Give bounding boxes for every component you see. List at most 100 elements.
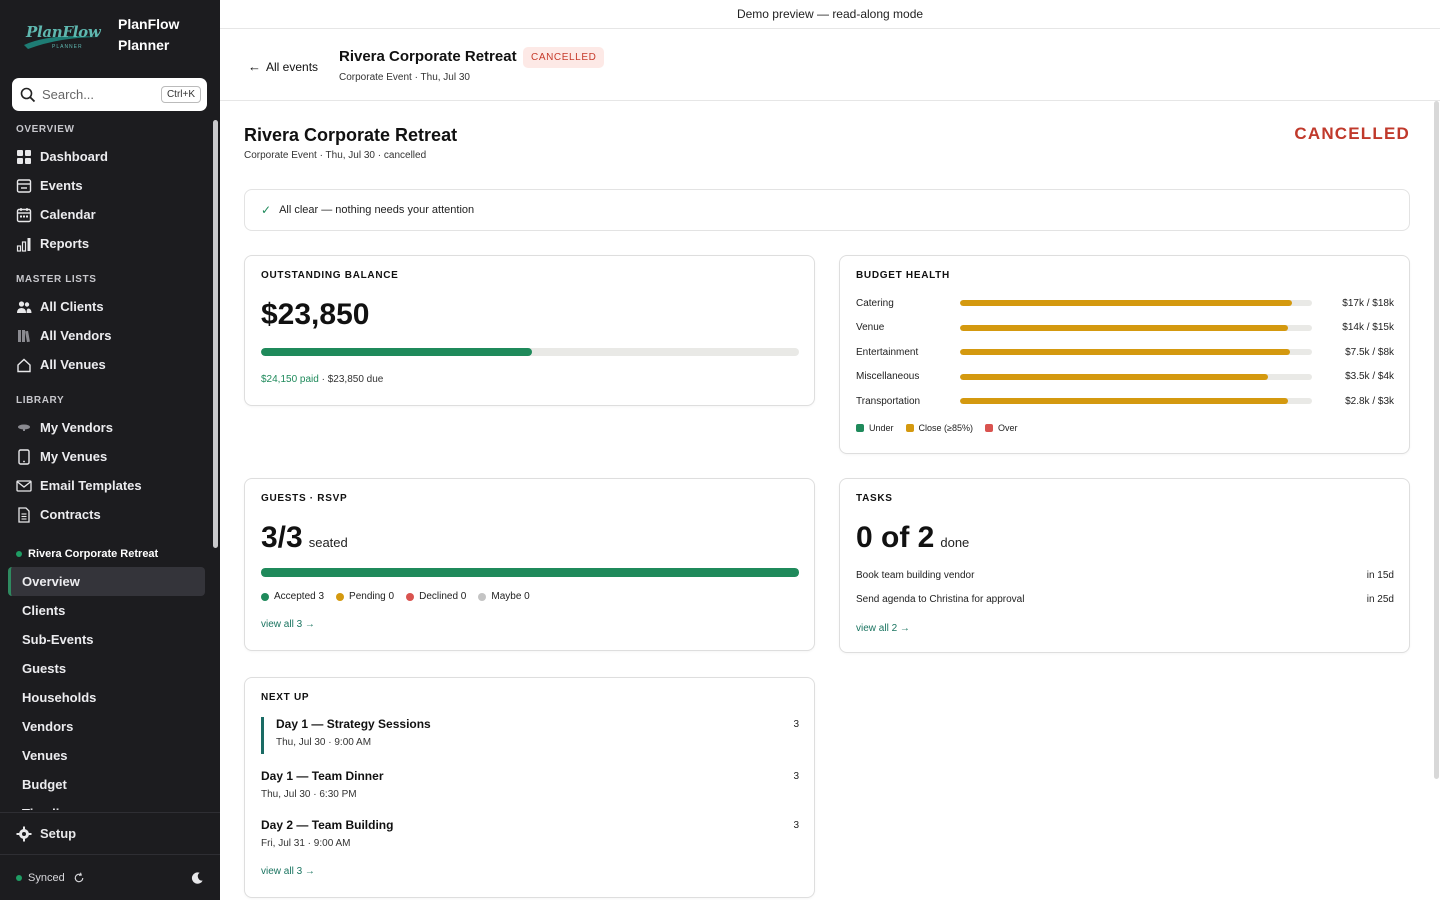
page-subtitle: Corporate Event · Thu, Jul 30 · cancelle… (244, 150, 427, 161)
status-badge: CANCELLED (523, 47, 605, 68)
card-title: TASKS (856, 493, 893, 504)
grid-icon (17, 149, 31, 164)
status-dot (478, 592, 487, 601)
attendee-count: 3 (793, 820, 799, 831)
rsvp-pending: Pending 0 (336, 591, 394, 602)
legend-swatch (905, 424, 914, 432)
sidebar-item-dashboard[interactable]: Dashboard (0, 142, 212, 171)
header-title: Rivera Corporate Retreat (339, 48, 517, 65)
event-nav-budget[interactable]: Budget (22, 777, 67, 792)
schedule-item[interactable]: Day 1 — Strategy Sessions Thu, Jul 30 · … (261, 717, 799, 754)
seated-progress-fill (261, 568, 799, 577)
status-dot (336, 592, 345, 601)
search-input[interactable] (42, 87, 152, 102)
event-nav-clients[interactable]: Clients (22, 603, 66, 618)
rsvp-declined: Declined 0 (406, 591, 466, 602)
event-nav-timeline[interactable]: Timeline (0, 799, 205, 810)
sidebar-item-my-venues[interactable]: My Venues (0, 442, 212, 471)
tablet-icon (18, 448, 30, 465)
budget-row-miscellaneous[interactable]: Miscellaneous $3.5k / $4k (856, 369, 1394, 385)
inbox-icon (16, 178, 32, 193)
gear-icon (16, 826, 32, 841)
search-icon (20, 87, 36, 102)
checkmark-icon: ✓ (261, 203, 272, 217)
event-nav-overview[interactable]: Overview (8, 567, 205, 596)
back-to-events-link[interactable]: ← All events (248, 59, 319, 74)
page-title: Rivera Corporate Retreat (244, 125, 458, 145)
budget-row-transportation[interactable]: Transportation $2.8k / $3k (856, 393, 1394, 409)
next-up-card: NEXT UP Day 1 — Strategy Sessions Thu, J… (244, 677, 815, 898)
budget-category: Transportation (856, 395, 921, 407)
budget-amount: $14k / $15k (1342, 322, 1394, 333)
budget-row-venue[interactable]: Venue $14k / $15k (856, 320, 1394, 336)
sidebar-item-my-vendors[interactable]: My Vendors (0, 413, 212, 442)
legend-swatch (856, 424, 864, 432)
calendar-icon (16, 207, 32, 222)
budget-bar-fill (960, 300, 1293, 306)
sidebar-nav: OVERVIEW Dashboard Events Calendar Repor… (0, 118, 212, 810)
sidebar-item-all-clients[interactable]: All Clients (0, 292, 212, 321)
search-shortcut-hint: Ctrl+K (160, 86, 201, 103)
schedule-item[interactable]: Day 2 — Team Building Fri, Jul 31 · 9:00… (261, 818, 799, 849)
current-event-label[interactable]: Rivera Corporate Retreat (0, 541, 212, 567)
sidebar-item-all-venues[interactable]: All Venues (0, 350, 212, 379)
sidebar-item-all-vendors[interactable]: All Vendors (0, 321, 212, 350)
legend-swatch (984, 424, 993, 432)
task-item[interactable]: Send agenda to Christina for approval in… (856, 594, 1394, 605)
view-all-events-link[interactable]: view all 3 → (261, 866, 315, 877)
sidebar-item-contracts[interactable]: Contracts (0, 500, 212, 529)
task-item[interactable]: Book team building vendor in 15d (856, 570, 1394, 581)
sync-status-dot (16, 874, 22, 881)
attendee-count: 3 (793, 719, 799, 730)
budget-health-card: BUDGET HEALTH Catering $17k / $18k Venue $1… (839, 255, 1410, 454)
budget-bar (960, 373, 1312, 380)
event-status-dot (16, 551, 22, 557)
event-nav-vendors[interactable]: Vendors (22, 719, 74, 734)
main-scrollbar[interactable] (1434, 101, 1439, 779)
books-icon (18, 329, 30, 342)
attention-alert: ✓ All clear — nothing needs your attenti… (244, 189, 1410, 231)
refresh-icon[interactable] (73, 872, 85, 884)
planflow-logo: PlanFlow PLANNER (24, 23, 101, 50)
budget-bar (960, 324, 1312, 331)
budget-row-catering[interactable]: Catering $17k / $18k (856, 295, 1394, 311)
attendee-count: 3 (793, 771, 799, 782)
card-title: GUESTS · RSVP (261, 493, 348, 504)
budget-bar-fill (960, 398, 1289, 404)
arrow-left-icon: ← (248, 59, 261, 74)
event-nav-venues[interactable]: Venues (22, 748, 68, 763)
seated-progress-bar (261, 568, 799, 577)
rsvp-maybe: Maybe 0 (478, 591, 530, 602)
event-nav-households[interactable]: Households (22, 690, 97, 705)
sidebar-item-email-templates[interactable]: Email Templates (0, 471, 212, 500)
setup-button[interactable]: Setup (0, 812, 220, 854)
budget-amount: $3.5k / $4k (1345, 371, 1394, 382)
guests-seated-stat: 3/3 seated (261, 521, 348, 554)
payment-progress-bar (261, 348, 799, 356)
sidebar-item-events[interactable]: Events (0, 171, 212, 200)
event-header: ← All events Rivera Corporate Retreat CA… (220, 29, 1440, 101)
status-dot (406, 592, 415, 601)
event-nav-guests[interactable]: Guests (22, 661, 67, 676)
legend-item-over: Over (984, 423, 1018, 433)
budget-amount: $7.5k / $8k (1345, 346, 1394, 358)
mail-icon (16, 479, 32, 492)
budget-legend: Under Close (≥85%) Over (856, 423, 1030, 433)
budget-bar-fill (960, 324, 1289, 331)
budget-category: Miscellaneous (856, 371, 920, 382)
status-dot (261, 592, 269, 601)
event-nav-sub-events[interactable]: Sub-Events (22, 632, 94, 647)
view-all-tasks-link[interactable]: view all 2 → (856, 623, 910, 634)
sidebar-scrollbar[interactable] (213, 120, 218, 548)
moon-icon[interactable] (190, 871, 204, 885)
sidebar-item-reports[interactable]: Reports (0, 229, 212, 258)
budget-category: Venue (856, 322, 885, 333)
schedule-item[interactable]: Day 1 — Team Dinner Thu, Jul 30 · 6:30 P… (261, 769, 799, 800)
brand[interactable]: PlanFlow PLANNER PlanFlow Planner (20, 14, 179, 56)
budget-row-entertainment[interactable]: Entertainment $7.5k / $8k (856, 344, 1394, 360)
budget-bar-fill (960, 349, 1290, 355)
view-all-guests-link[interactable]: view all 3 → (261, 619, 315, 630)
search-box[interactable]: Ctrl+K (12, 78, 207, 111)
sidebar-item-calendar[interactable]: Calendar (0, 200, 212, 229)
tasks-done-stat: 0 of 2 done (856, 521, 970, 554)
